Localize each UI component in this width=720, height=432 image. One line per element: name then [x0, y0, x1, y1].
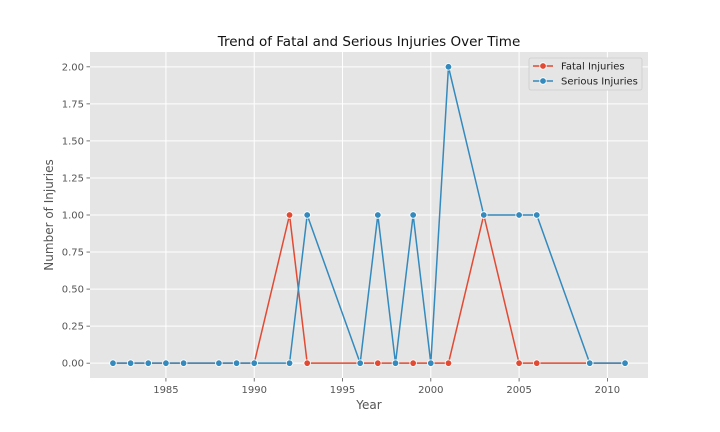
y-tick-label: 1.50: [62, 136, 84, 147]
x-tick-label: 1985: [153, 385, 178, 396]
series-1-point: [356, 359, 364, 367]
x-tick-label: 1990: [241, 385, 266, 396]
series-0-point: [374, 359, 382, 367]
legend-label-fatal: Fatal Injuries: [561, 62, 625, 73]
series-1-point: [409, 211, 417, 219]
y-tick-label: 0.25: [62, 322, 84, 333]
series-1-point: [621, 359, 629, 367]
x-tick-label: 1995: [330, 385, 355, 396]
series-1-point: [215, 359, 223, 367]
series-1-point: [515, 211, 523, 219]
series-1-point: [162, 359, 170, 367]
series-1-point: [427, 359, 435, 367]
chart-title: Trend of Fatal and Serious Injuries Over…: [217, 34, 521, 50]
x-tick-label: 2010: [595, 385, 620, 396]
series-1-point: [232, 359, 241, 367]
series-0-point: [515, 359, 523, 367]
series-1-point: [285, 359, 294, 367]
series-1-point: [444, 63, 453, 71]
y-tick-label: 1.75: [62, 99, 84, 110]
y-tick-label: 0.50: [62, 285, 84, 296]
legend-marker-fatal: [539, 62, 547, 70]
x-axis-label: Year: [355, 398, 381, 412]
series-1-point: [179, 359, 188, 367]
series-0-point: [444, 359, 453, 367]
y-axis-label: Number of Injuries: [42, 159, 56, 270]
legend-marker-serious: [539, 77, 547, 85]
y-tick-label: 1.00: [62, 211, 84, 222]
y-tick-label: 0.00: [62, 359, 84, 370]
series-0-point: [303, 359, 311, 367]
series-1-point: [391, 359, 400, 367]
y-tick-label: 2.00: [62, 62, 84, 73]
legend: Fatal Injuries Serious Injuries: [528, 57, 643, 91]
series-1-point: [144, 359, 152, 367]
series-1-point: [109, 359, 117, 367]
y-tick-label: 1.25: [62, 173, 84, 184]
series-markers: [109, 63, 629, 367]
series-1-point: [480, 211, 488, 219]
y-tick-label: 0.75: [62, 248, 84, 259]
series-0-point: [285, 211, 294, 219]
x-tick-label: 2005: [506, 385, 531, 396]
y-ticks: 0.00 0.25 0.50 0.75 1.00 1.25 1.50 1.75 2.00: [62, 62, 90, 370]
x-tick-label: 2000: [418, 385, 443, 396]
series-0-point: [533, 359, 541, 367]
series-0-point: [409, 359, 417, 367]
grid: [90, 52, 648, 378]
series-1-point: [374, 211, 382, 219]
legend-box: [528, 57, 643, 91]
series-1-point: [250, 359, 258, 367]
series-1-point: [303, 211, 311, 219]
legend-label-serious: Serious Injuries: [561, 77, 638, 88]
x-ticks: 1985 1990 1995 2000 2005 2010: [153, 378, 620, 396]
series-1-point: [126, 359, 135, 367]
series-1-point: [586, 359, 594, 367]
series-1-point: [533, 211, 541, 219]
